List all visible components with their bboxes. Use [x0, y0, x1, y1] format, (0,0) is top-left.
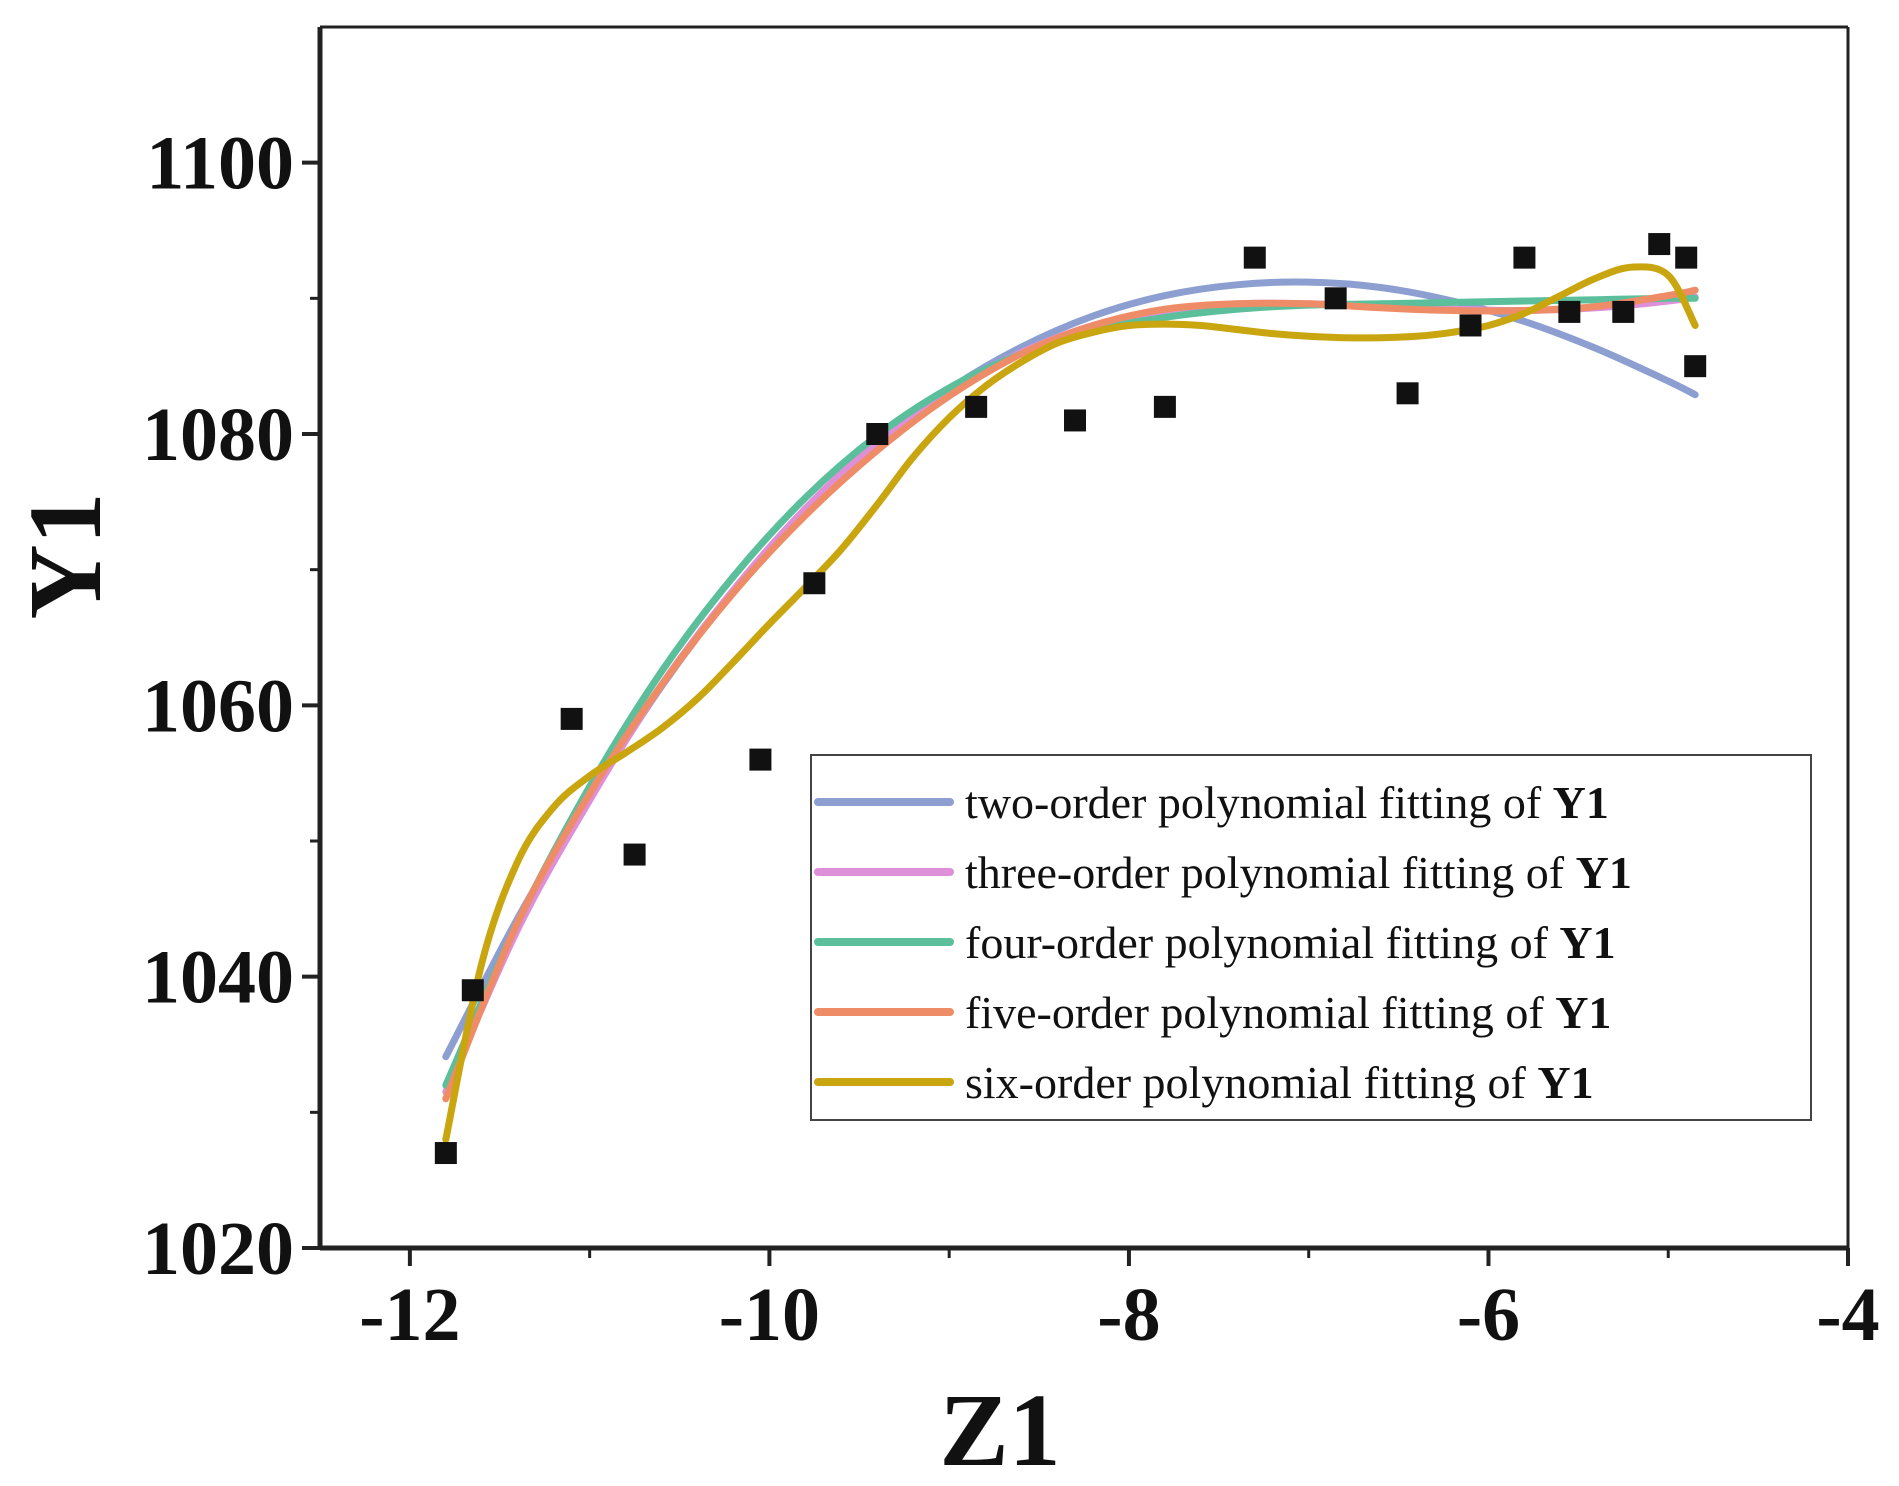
data-point — [749, 748, 772, 771]
data-point — [866, 423, 889, 445]
ticks — [302, 160, 1850, 1266]
data-point — [1612, 300, 1635, 323]
y-tick-label: 1080 — [142, 393, 294, 477]
data-point — [965, 395, 988, 418]
data-point — [1558, 300, 1581, 323]
x-tick-label: -10 — [719, 1273, 820, 1357]
y-tick-label: 1020 — [142, 1207, 294, 1291]
y-axis-title: Y1 — [8, 492, 123, 619]
data-point — [1396, 382, 1419, 405]
x-tick-label: -8 — [1097, 1273, 1160, 1357]
legend-box — [810, 754, 1812, 1121]
x-tick-label: -4 — [1816, 1273, 1879, 1357]
data-point — [1513, 246, 1536, 269]
data-point — [1684, 355, 1707, 378]
x-tick-label: -12 — [359, 1273, 460, 1357]
fit-line-five-order — [442, 286, 1699, 1103]
data-point — [1324, 287, 1347, 310]
data-point — [1648, 233, 1671, 256]
data-point — [1675, 246, 1698, 269]
y-tick-label: 1060 — [142, 664, 294, 748]
legend-label-four-order: four-order polynomial fitting of Y1 — [965, 917, 1616, 968]
legend-label-six-order: six-order polynomial fitting of Y1 — [965, 1057, 1594, 1108]
data-point — [803, 572, 826, 595]
axes — [317, 25, 1850, 1251]
data-point — [1459, 314, 1482, 337]
fit-line-six-order — [442, 263, 1699, 1143]
data-point — [434, 1142, 457, 1165]
y-tick-label: 1040 — [142, 936, 294, 1020]
data-point — [1243, 246, 1266, 269]
data-point — [1064, 409, 1087, 432]
legend-label-two-order: two-order polynomial fitting of Y1 — [965, 777, 1609, 828]
legend: two-order polynomial fitting of Y1 three-… — [810, 754, 1812, 1121]
legend-label-five-order: five-order polynomial fitting of Y1 — [965, 987, 1611, 1038]
data-points — [434, 233, 1707, 1165]
tick-labels: -12 -10 -8 -6 -4 1020 1040 1060 1080 1100 — [142, 122, 1880, 1357]
data-point — [1153, 395, 1176, 418]
y-tick-label: 1100 — [146, 122, 294, 206]
x-axis-title: Z1 — [939, 1373, 1060, 1486]
data-point — [560, 707, 583, 730]
x-tick-label: -6 — [1457, 1273, 1520, 1357]
legend-label-three-order: three-order polynomial fitting of Y1 — [965, 847, 1632, 898]
fit-curves — [442, 263, 1699, 1143]
data-point — [461, 979, 484, 1002]
data-point — [623, 843, 646, 866]
